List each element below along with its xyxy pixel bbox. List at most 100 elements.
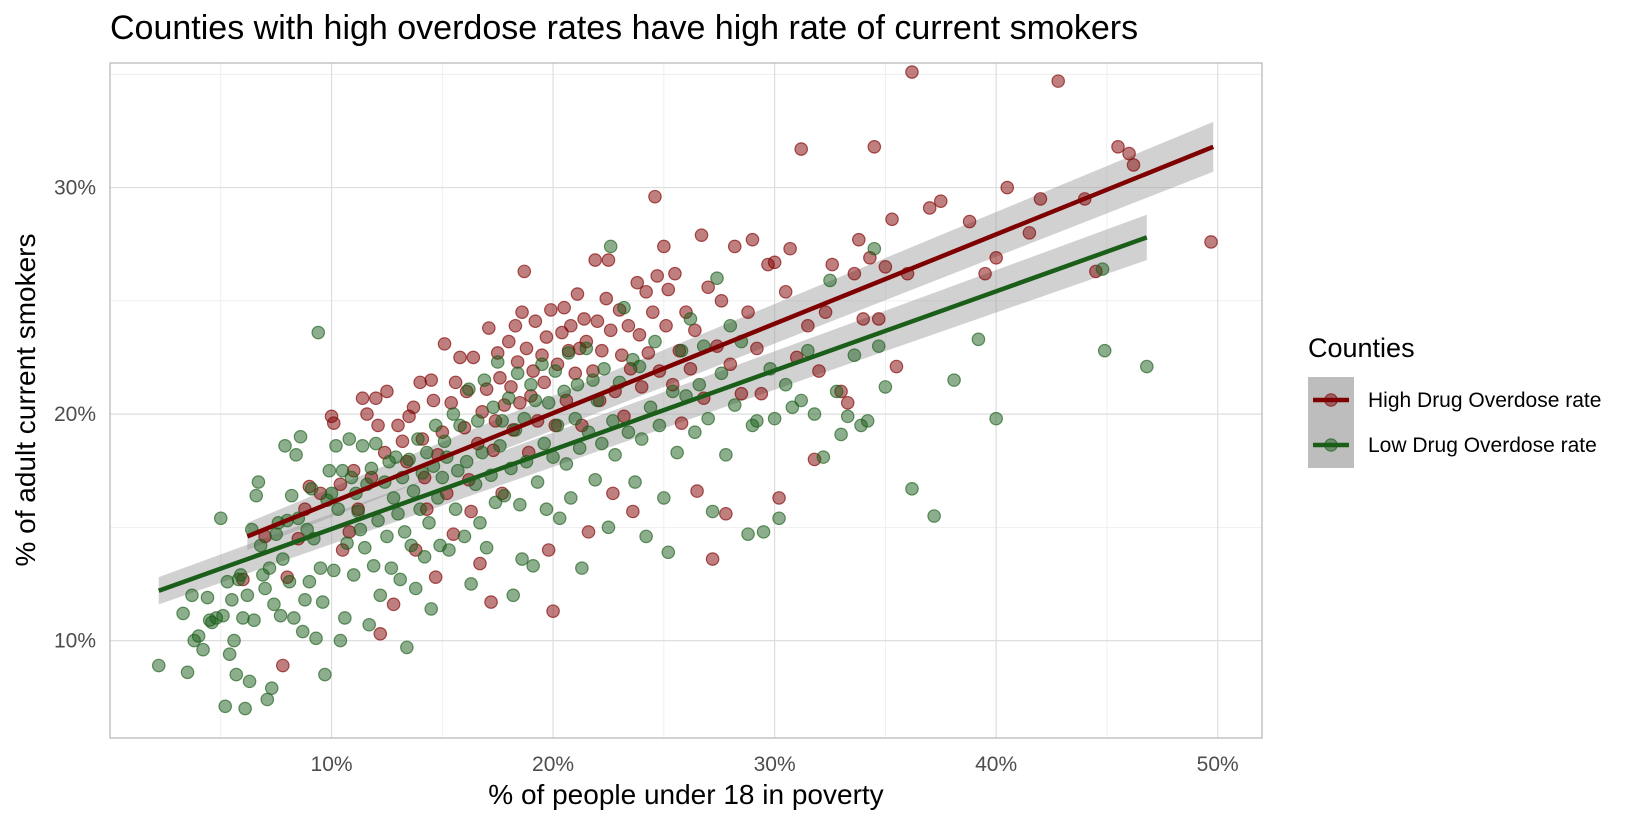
data-point <box>369 436 383 451</box>
data-point <box>603 239 618 254</box>
data-point <box>634 432 649 446</box>
data-point <box>477 373 492 387</box>
x-tick-label: 20% <box>532 753 574 776</box>
data-point <box>386 491 401 505</box>
data-point <box>856 312 871 326</box>
data-point <box>801 318 815 333</box>
data-point <box>645 305 660 319</box>
data-point <box>537 375 552 390</box>
data-point <box>1000 180 1015 195</box>
data-point <box>871 312 886 326</box>
data-point <box>388 450 403 464</box>
data-point <box>309 631 323 646</box>
data-point <box>262 561 277 575</box>
data-point <box>947 373 961 387</box>
data-point <box>222 647 237 661</box>
data-point <box>1097 343 1112 358</box>
data-point <box>240 588 255 603</box>
x-tick-label: 40% <box>975 753 1017 776</box>
data-point <box>690 484 704 498</box>
data-point <box>453 350 467 365</box>
data-point <box>506 588 520 603</box>
data-point <box>501 334 516 349</box>
x-tick-label: 10% <box>311 753 353 776</box>
data-point <box>575 561 589 575</box>
data-point <box>670 445 684 460</box>
data-point <box>459 454 474 469</box>
data-point <box>1111 140 1125 154</box>
data-point <box>180 665 195 680</box>
data-point <box>510 366 525 381</box>
data-point <box>151 658 166 673</box>
data-point <box>510 355 525 369</box>
data-point <box>705 504 720 519</box>
data-point <box>734 386 749 401</box>
data-point <box>648 334 662 349</box>
data-point <box>515 552 529 566</box>
data-point <box>905 482 919 496</box>
legend-key-point <box>1324 393 1338 407</box>
legend-key-point <box>1324 438 1338 452</box>
data-point <box>264 681 279 695</box>
data-point <box>229 667 244 682</box>
data-point <box>794 142 808 156</box>
data-point <box>754 386 769 401</box>
data-point <box>526 364 540 378</box>
data-point <box>714 294 729 308</box>
data-point <box>628 475 642 489</box>
y-tick-label: 30% <box>54 177 96 200</box>
data-point <box>464 504 478 519</box>
data-point <box>561 346 576 360</box>
data-point <box>213 511 228 526</box>
data-point <box>391 418 405 433</box>
data-point <box>601 520 616 535</box>
data-point <box>298 593 312 607</box>
data-point <box>555 325 569 340</box>
data-point <box>384 561 399 575</box>
data-point <box>419 445 434 460</box>
data-point <box>395 434 410 449</box>
y-tick-label: 20% <box>54 403 96 426</box>
data-point <box>674 343 689 358</box>
data-point <box>621 425 636 440</box>
data-point <box>581 525 596 539</box>
data-point <box>424 602 439 616</box>
data-point <box>331 502 345 517</box>
data-point <box>404 538 419 553</box>
data-point <box>557 300 571 315</box>
data-point <box>287 611 301 625</box>
data-point <box>588 472 602 487</box>
data-point <box>683 361 698 376</box>
data-point <box>495 414 509 428</box>
data-point <box>402 452 416 467</box>
data-point <box>304 482 319 496</box>
data-point <box>851 232 866 247</box>
data-point <box>595 343 609 358</box>
legend-item: High Drug Overdose rate <box>1308 377 1601 423</box>
data-point <box>778 284 793 299</box>
data-point <box>657 239 671 254</box>
data-point <box>812 364 826 378</box>
data-point <box>537 436 552 451</box>
data-point <box>688 323 702 338</box>
data-point <box>269 527 283 541</box>
data-point <box>236 611 250 625</box>
data-point <box>473 516 487 530</box>
data-point <box>413 375 427 390</box>
data-point <box>475 445 489 460</box>
data-point <box>302 574 317 589</box>
data-point <box>668 266 682 281</box>
data-point <box>225 593 239 607</box>
data-point <box>191 629 206 643</box>
data-point <box>710 271 724 285</box>
data-point <box>661 545 676 560</box>
data-point <box>568 366 583 381</box>
data-point <box>557 384 571 399</box>
data-point <box>719 506 733 521</box>
data-point <box>530 475 545 489</box>
data-point <box>750 414 764 428</box>
data-point <box>380 384 394 399</box>
legend-label: High Drug Overdose rate <box>1368 389 1601 412</box>
data-point <box>778 377 793 392</box>
data-point <box>885 212 899 227</box>
